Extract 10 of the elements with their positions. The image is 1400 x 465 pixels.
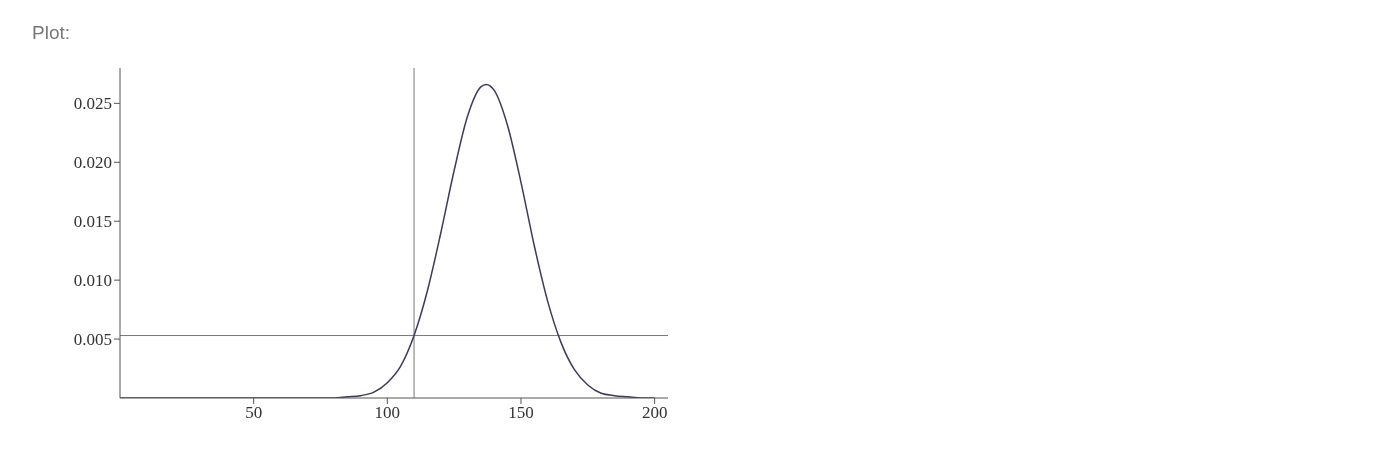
- x-tick-label: 150: [508, 403, 534, 423]
- y-tick-label: 0.010: [73, 271, 112, 291]
- y-tick-label: 0.025: [73, 94, 112, 114]
- x-tick-label: 50: [245, 403, 263, 423]
- chart-title: Plot:: [32, 22, 71, 44]
- y-tick-label: 0.020: [73, 153, 112, 173]
- x-tick-label: 100: [374, 403, 401, 423]
- x-tick-label: 200: [641, 403, 668, 423]
- y-tick-label: 0.015: [73, 212, 112, 232]
- y-tick-label: 0.005: [73, 330, 112, 350]
